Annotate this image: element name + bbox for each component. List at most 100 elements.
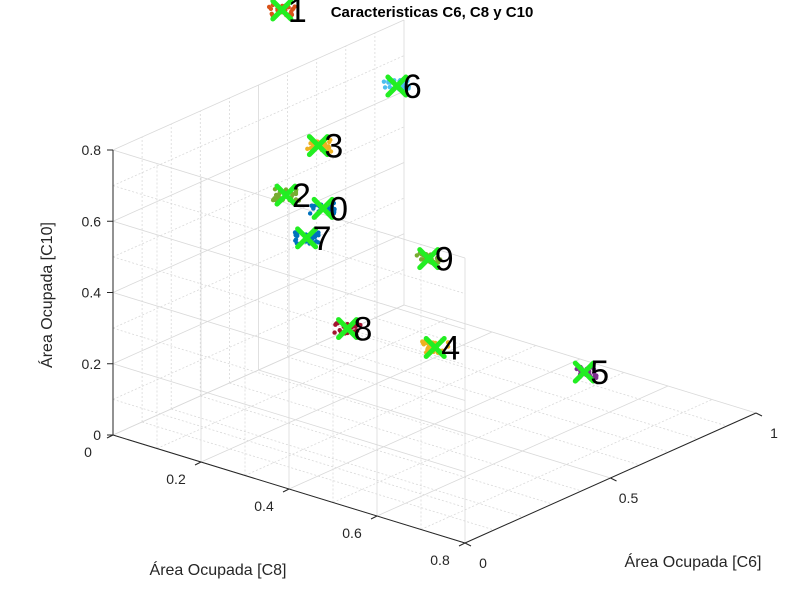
data-point [420,339,425,344]
z-tick-label: 0.6 [82,213,102,229]
data-point [276,191,282,197]
grid-lines [112,19,757,544]
y-axis-label: Área Ocupada [C8] [150,560,287,579]
cluster-label: 6 [403,68,422,106]
centroid-stroke [417,247,441,271]
centroid-marker [417,247,441,271]
centroid-marker [423,336,447,359]
x-axis-label: Área Ocupada [C6] [625,552,762,571]
grid-line [288,358,581,490]
centroid-stroke [385,74,409,98]
data-point [358,322,363,328]
axis-lines [106,149,763,547]
data-point [266,4,272,10]
grid-line [112,90,405,222]
grid-line [112,256,466,366]
cluster-label: 1 [288,0,307,30]
data-point [328,137,333,143]
grid-line [112,292,466,401]
data-point [292,4,297,9]
x-tick-label: 0.5 [619,490,639,506]
y-tick-label: 0.6 [342,525,362,541]
x-tick [464,542,472,547]
cluster-label: 3 [324,128,343,166]
data-point [382,85,388,90]
y-tick [458,542,466,547]
data-point [445,344,451,349]
data-point [405,83,411,89]
grid-line [112,126,405,258]
cluster-label: 4 [441,330,460,368]
cluster-label: 7 [313,220,332,258]
z-tick-label: 0.8 [82,142,102,158]
centroid-stroke [274,183,298,207]
y-tick [370,515,378,520]
z-tick-label: 0 [93,427,101,443]
centroid-stroke [270,0,294,22]
cluster-label: 5 [590,354,609,392]
data-point [328,149,334,154]
centroid-marker [336,317,360,341]
grid-line [156,318,449,449]
data-point [591,367,597,372]
y-tick-label: 0 [84,444,92,460]
data-point [293,191,299,197]
data-point [326,145,332,150]
centroid-marker [295,226,319,250]
x-tick-label: 1 [770,425,778,441]
data-point [592,373,597,379]
data-point [316,233,321,238]
data-point [436,258,441,263]
y-tick [282,488,290,493]
data-point [333,322,338,327]
grid-line [112,197,405,329]
centroid-marker [311,196,335,220]
grid-line [420,399,713,530]
grid-line [112,149,466,259]
grid-line [112,327,466,437]
data-point [387,84,392,90]
data-point [295,233,300,238]
centroid-marker [306,134,330,158]
cluster-label: 9 [435,241,454,279]
data-point [332,330,337,335]
centroid-marker [385,74,409,98]
x-tick [755,412,763,417]
data-point [315,240,321,245]
grid-line [112,185,466,295]
tick-labels: 0 0.5 1 0 0.2 0.4 0.6 0.8 0 0.2 0.4 0.6 0.8 [82,142,779,571]
z-axis-label: Área Ocupada [C10] [37,222,56,368]
cluster-label: 8 [354,311,373,349]
centroid-stroke [572,360,596,384]
grid-line [332,372,625,503]
grid-line [112,55,405,186]
centroid-marker [572,360,596,384]
y-tick [194,461,202,466]
data-point [445,340,451,345]
cluster-label: 2 [292,177,311,215]
centroid-stroke [306,134,330,158]
grid-line [112,162,405,293]
data-point [381,79,387,84]
data-point [296,198,302,203]
chart-title: Caracteristicas C6, C8 y C10 [331,4,534,21]
grid-line [112,19,405,151]
cluster-label: 0 [329,190,348,228]
data-point [293,238,298,243]
y-tick-label: 0.8 [430,552,450,568]
y-tick-label: 0.2 [166,471,186,487]
x-tick-label: 0 [479,555,487,571]
grid-line [112,220,466,330]
centroid-stroke [423,336,447,359]
data-point [305,146,310,152]
data-point [309,203,314,208]
centroid-stroke [311,196,335,220]
grid-line [112,363,466,473]
data-point [332,206,337,212]
centroid-marker [274,183,298,207]
data-point [354,328,359,333]
data-point [307,211,313,216]
grid-line [112,398,466,508]
data-point [331,211,337,216]
